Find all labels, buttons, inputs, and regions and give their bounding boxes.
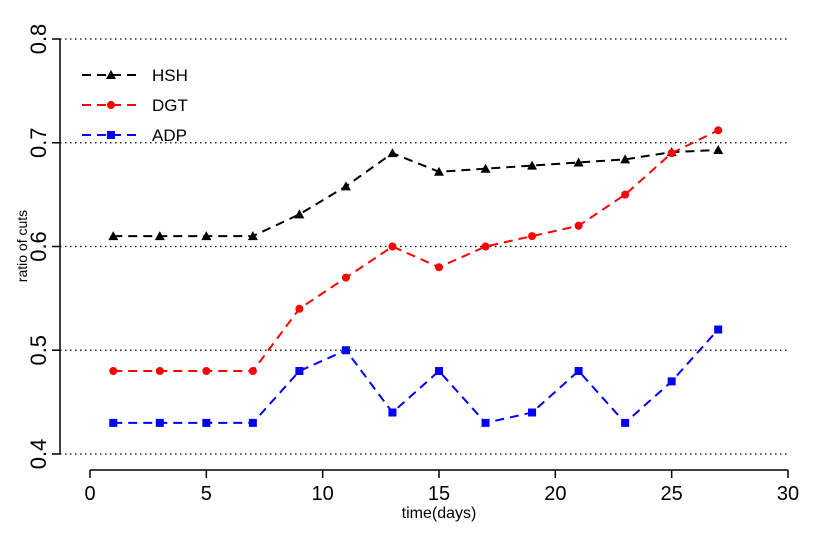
y-tick-label: 0.5 <box>26 335 51 366</box>
x-tick-label: 10 <box>312 483 334 505</box>
marker <box>202 418 211 427</box>
marker <box>434 166 444 176</box>
marker <box>108 231 119 241</box>
legend-label: DGT <box>152 96 188 115</box>
y-axis-label: ratio of cuts <box>14 210 30 282</box>
marker <box>202 367 211 375</box>
marker <box>340 181 351 191</box>
marker <box>714 126 723 135</box>
legend-marker <box>106 70 116 79</box>
legend-marker <box>107 131 115 139</box>
marker <box>620 154 631 164</box>
y-tick-label: 0.4 <box>26 439 51 470</box>
x-tick-label: 5 <box>201 483 212 505</box>
marker <box>621 418 630 427</box>
marker <box>109 367 118 375</box>
marker <box>481 418 490 427</box>
marker <box>480 163 491 173</box>
marker <box>248 418 257 427</box>
legend-label: ADP <box>152 126 187 145</box>
marker <box>295 367 304 375</box>
marker <box>574 367 583 375</box>
x-tick-label: 15 <box>428 483 450 505</box>
y-tick-label: 0.6 <box>26 231 51 262</box>
x-tick-label: 20 <box>544 483 566 505</box>
marker <box>713 145 724 155</box>
marker <box>667 149 676 158</box>
series-line <box>113 328 719 425</box>
marker <box>573 157 584 167</box>
marker <box>574 221 583 230</box>
marker <box>201 231 212 241</box>
legend-label: HSH <box>152 66 188 85</box>
marker <box>341 346 350 355</box>
marker <box>341 273 350 282</box>
marker <box>435 367 443 375</box>
marker <box>109 418 118 427</box>
legend-marker <box>107 101 115 109</box>
marker <box>247 231 258 241</box>
marker <box>248 367 257 375</box>
x-axis-label: time(days) <box>402 505 477 522</box>
x-tick-label: 30 <box>777 483 799 505</box>
x-tick-label: 25 <box>661 483 683 505</box>
marker <box>714 325 723 334</box>
marker <box>388 408 397 417</box>
marker <box>387 148 398 158</box>
marker <box>155 367 164 375</box>
marker <box>621 190 630 199</box>
y-tick-label: 0.8 <box>26 24 51 55</box>
series-line <box>113 129 719 372</box>
x-tick-label: 0 <box>84 483 95 505</box>
marker <box>528 232 537 241</box>
marker <box>435 263 443 272</box>
marker <box>527 160 538 170</box>
marker <box>294 209 305 219</box>
marker <box>667 377 676 386</box>
marker <box>481 242 490 251</box>
marker <box>154 231 165 241</box>
marker <box>155 418 164 427</box>
marker <box>388 242 397 251</box>
series-line <box>113 149 719 238</box>
marker <box>528 408 537 417</box>
marker <box>295 304 304 313</box>
y-tick-label: 0.7 <box>26 127 51 158</box>
